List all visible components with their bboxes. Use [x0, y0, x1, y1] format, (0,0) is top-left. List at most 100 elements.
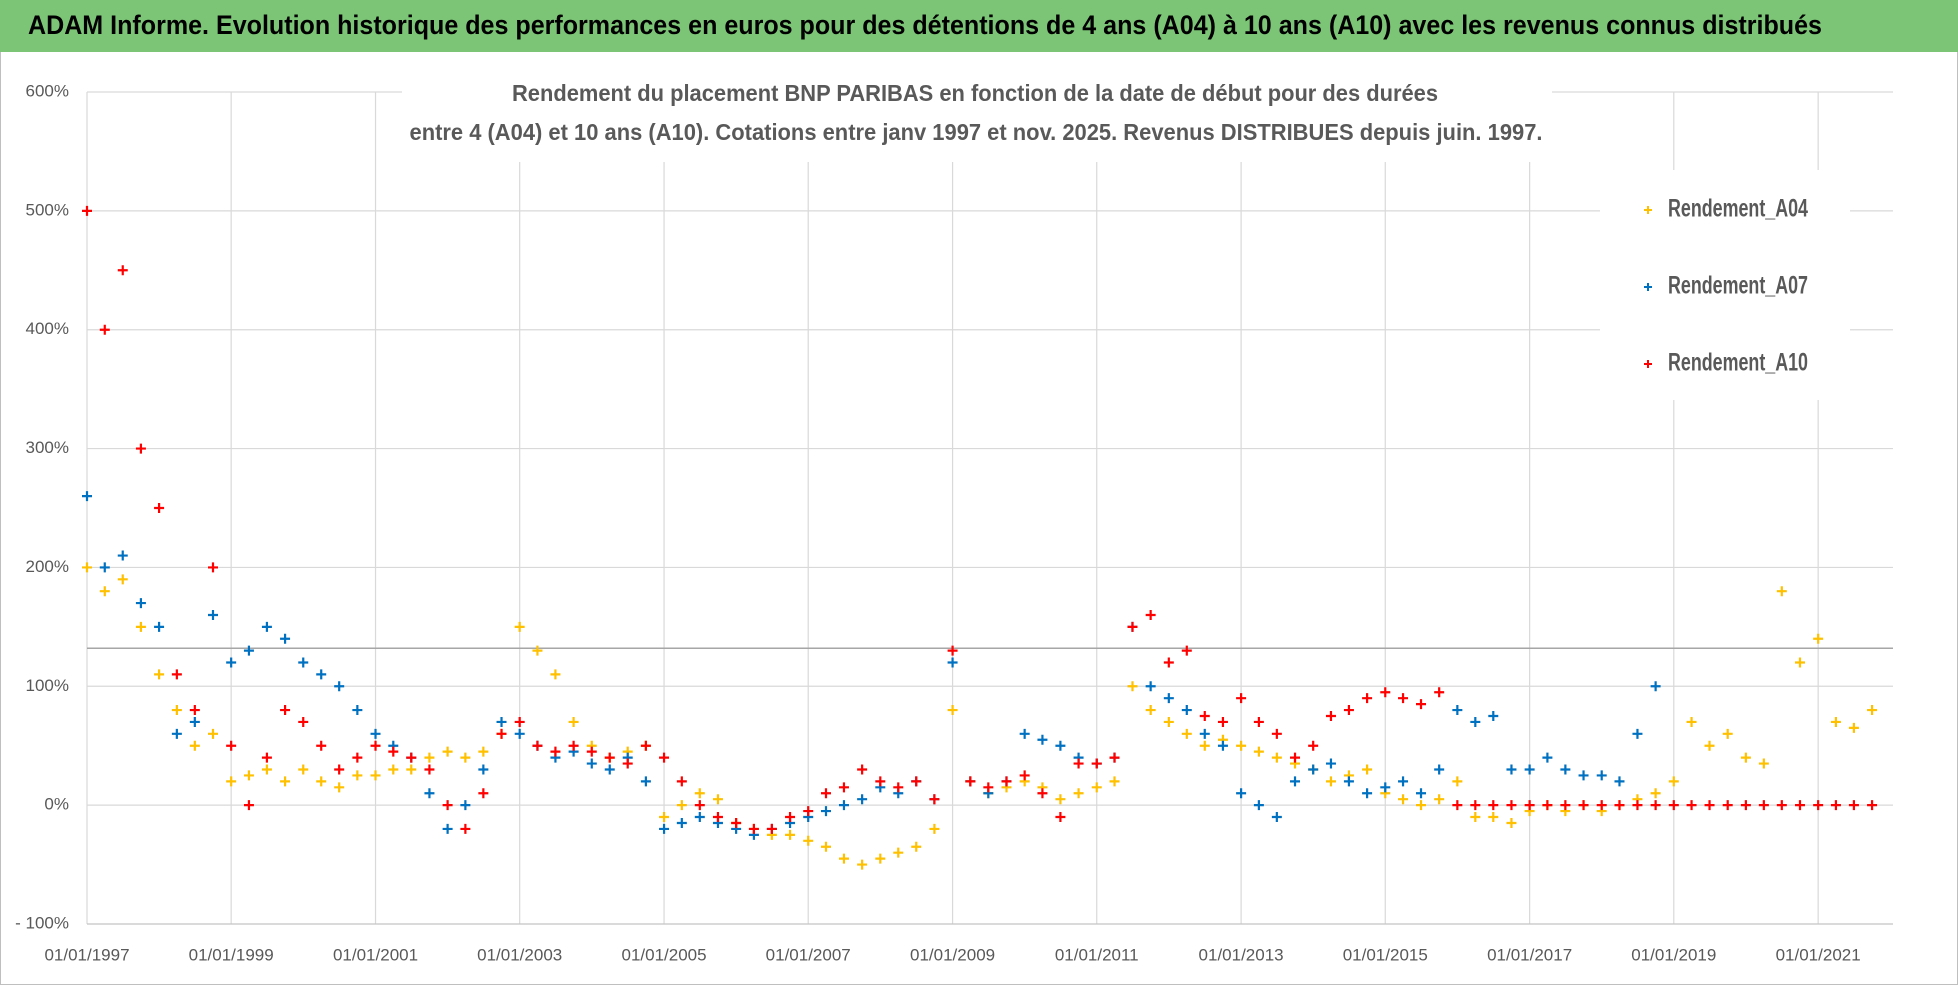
point	[803, 835, 814, 846]
point	[117, 265, 128, 276]
point	[189, 716, 200, 727]
point	[388, 764, 399, 775]
point	[1290, 752, 1301, 763]
point	[1127, 621, 1138, 632]
point	[947, 645, 958, 656]
point	[82, 491, 92, 502]
point	[424, 764, 435, 775]
point	[712, 812, 723, 823]
point	[1019, 728, 1030, 739]
point	[226, 740, 237, 751]
point	[694, 812, 705, 823]
point	[1830, 800, 1841, 811]
legend-marker	[1644, 360, 1652, 368]
x-tick-label: 01/01/2015	[1343, 945, 1428, 964]
point	[460, 823, 471, 834]
point	[875, 776, 886, 787]
point	[1686, 800, 1697, 811]
point	[1470, 812, 1481, 823]
legend-marker	[1644, 283, 1652, 291]
point	[947, 705, 958, 716]
point	[1848, 800, 1859, 811]
x-tick-label: 01/01/2017	[1487, 945, 1572, 964]
point	[1776, 586, 1787, 597]
point	[1434, 687, 1445, 698]
point	[1343, 705, 1354, 716]
point	[1614, 776, 1625, 787]
point	[568, 740, 579, 751]
point	[1578, 770, 1589, 781]
point	[1073, 758, 1084, 769]
point	[334, 782, 345, 793]
point	[280, 633, 291, 644]
point	[406, 752, 417, 763]
point	[1055, 794, 1066, 805]
point	[1848, 722, 1859, 733]
point	[1506, 817, 1517, 828]
point	[857, 794, 868, 805]
point	[424, 752, 435, 763]
point	[1867, 705, 1878, 716]
point	[442, 800, 453, 811]
point	[1217, 716, 1228, 727]
point	[1398, 794, 1409, 805]
point	[1271, 812, 1282, 823]
point	[460, 752, 471, 763]
legend: Rendement_A04 Rendement_A07 Rendement_A10	[1600, 170, 1850, 400]
point	[694, 800, 705, 811]
point	[712, 794, 723, 805]
point	[1704, 740, 1715, 751]
point	[586, 758, 597, 769]
point	[947, 657, 958, 668]
point	[406, 764, 417, 775]
point	[99, 586, 110, 597]
point	[1524, 764, 1535, 775]
point	[352, 770, 363, 781]
point	[1813, 633, 1824, 644]
legend-label: Rendement_A04	[1668, 195, 1808, 223]
legend-box	[1600, 170, 1850, 400]
point	[1199, 740, 1210, 751]
point	[838, 853, 849, 864]
point	[622, 758, 633, 769]
point	[334, 681, 345, 692]
x-tick-label: 01/01/2003	[477, 945, 562, 964]
point	[857, 764, 868, 775]
x-tick-label: 01/01/1997	[44, 945, 129, 964]
point	[496, 728, 507, 739]
point	[207, 609, 218, 620]
point	[1596, 770, 1607, 781]
point	[1542, 752, 1553, 763]
point	[352, 752, 363, 763]
point	[838, 800, 849, 811]
point	[1776, 800, 1787, 811]
point	[370, 728, 381, 739]
point	[929, 823, 940, 834]
point	[261, 764, 272, 775]
point	[154, 669, 165, 680]
x-tick-label: 01/01/2005	[622, 945, 707, 964]
point	[1452, 800, 1463, 811]
point	[1271, 752, 1282, 763]
point	[1560, 764, 1571, 775]
point	[1506, 764, 1517, 775]
point	[1325, 711, 1336, 721]
point	[1308, 764, 1319, 775]
point	[929, 794, 940, 805]
point	[604, 764, 615, 775]
point	[1253, 800, 1264, 811]
point	[1650, 681, 1661, 692]
x-tick-label: 01/01/2021	[1776, 945, 1861, 964]
point	[785, 812, 796, 823]
point	[298, 716, 309, 727]
point	[1325, 776, 1336, 787]
point	[1650, 800, 1661, 811]
point	[1271, 728, 1282, 739]
point	[1380, 782, 1391, 793]
point	[676, 817, 687, 828]
point	[1416, 788, 1427, 799]
point	[207, 562, 218, 573]
x-tick-label: 01/01/2009	[910, 945, 995, 964]
point	[243, 770, 254, 781]
